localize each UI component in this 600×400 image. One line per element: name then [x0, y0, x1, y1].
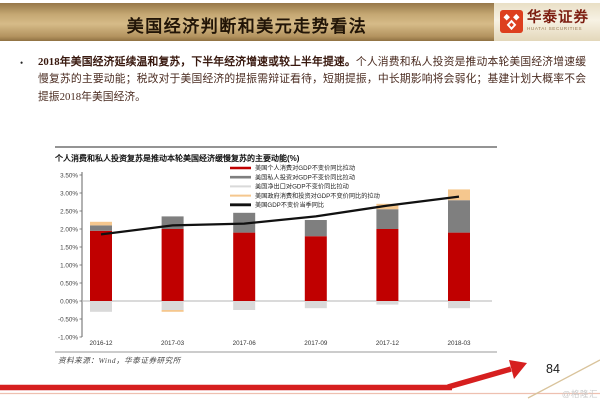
x-tick-label: 2017-09 [304, 340, 328, 347]
bar-segment [90, 221, 112, 226]
huatai-logo: 华泰证券 HUATAI SECURITIES [500, 10, 589, 33]
bar-segment [233, 232, 256, 301]
bar-segment [304, 301, 327, 309]
y-tick-label: -0.50% [58, 316, 78, 323]
y-tick-label: 0.00% [60, 298, 78, 305]
bar-segment [233, 301, 256, 310]
bullet-icon: • [20, 58, 24, 68]
brand-subtitle: HUATAI SECURITIES [527, 26, 583, 32]
source-note: 资料来源：Wind，华泰证券研究所 [58, 356, 181, 365]
x-tick-label: 2018-03 [447, 340, 471, 347]
y-tick-label: 3.00% [60, 190, 78, 197]
bar-segment [161, 229, 184, 301]
y-tick-label: 3.50% [60, 172, 78, 179]
page-title: 美国经济判断和美元走势看法 [126, 17, 368, 36]
x-tick-label: 2017-12 [376, 340, 400, 347]
gdp-contribution-chart: 个人消费和私人投资复苏是推动本轮美国经济缓慢复苏的主要动能(%) 3.50% 3.0… [54, 146, 497, 353]
bar-segment [376, 209, 399, 229]
bar-segment [376, 229, 399, 301]
bar-segment [448, 301, 470, 309]
header: 美国经济判断和美元走势看法 华泰证券 HUATAI SECURITIES [0, 3, 600, 41]
bar-segment [161, 310, 184, 312]
bar-segment [448, 232, 470, 301]
bar-segment [304, 220, 327, 237]
summary-text-rest: 个人消费和私人投资是推动本轮美国经济增速缓慢复苏的主要动能；税改对于美国经济的提… [38, 56, 587, 103]
legend-label: 美国政府消费和投资对GDP不变价同比的拉动 [255, 192, 380, 200]
legend-label: 美国净出口对GDP不变价同比拉动 [255, 183, 349, 191]
huatai-logo-icon [500, 10, 523, 33]
bar-segment [376, 301, 399, 305]
y-tick-label: 1.50% [60, 244, 78, 251]
bar-segment [448, 189, 470, 201]
chart-title: 个人消费和私人投资复苏是推动本轮美国经济缓慢复苏的主要动能(%) [54, 153, 300, 163]
watermark: @格隆汇 [561, 389, 598, 399]
arrow-rise [447, 366, 512, 390]
bar-segment [161, 301, 184, 310]
summary-text-bold: 2018年美国经济延续温和复苏，下半年经济增速或较上半年提速。 [38, 56, 356, 68]
x-tick-label: 2017-06 [233, 340, 257, 347]
y-tick-label: 1.00% [60, 262, 78, 269]
bar-segment [448, 200, 470, 233]
arrow-head [509, 360, 527, 379]
x-tick-label: 2016-12 [89, 340, 113, 347]
x-tick-label: 2017-03 [161, 340, 185, 347]
legend-label: 美国私人投资对GDP不变价同比拉动 [255, 173, 355, 181]
y-tick-label: -1.00% [58, 334, 78, 341]
summary-text: 2018年美国经济延续温和复苏，下半年经济增速或较上半年提速。个人消费和私人投资… [38, 54, 586, 106]
bar-segment [90, 230, 112, 301]
bar-segment [304, 236, 327, 301]
summary-paragraph: • 2018年美国经济延续温和复苏，下半年经济增速或较上半年提速。个人消费和私人… [20, 54, 586, 106]
footer-diagonal-line [527, 359, 600, 399]
y-tick-label: 0.50% [60, 280, 78, 287]
brand-name: 华泰证券 [527, 9, 589, 26]
header-band [0, 3, 494, 41]
page-number: 84 [546, 362, 560, 376]
gdp-line [100, 195, 460, 236]
bar-segment [90, 301, 112, 312]
bar-segment [90, 225, 112, 231]
y-tick-label: 2.00% [60, 226, 78, 233]
legend-label: 美国个人消费对GDP不变价同比拉动 [255, 164, 355, 172]
y-tick-label: 2.50% [60, 208, 78, 215]
legend-label: 美国GDP不变价当季同比 [255, 201, 324, 209]
footer-arrow-graphic [0, 359, 600, 399]
